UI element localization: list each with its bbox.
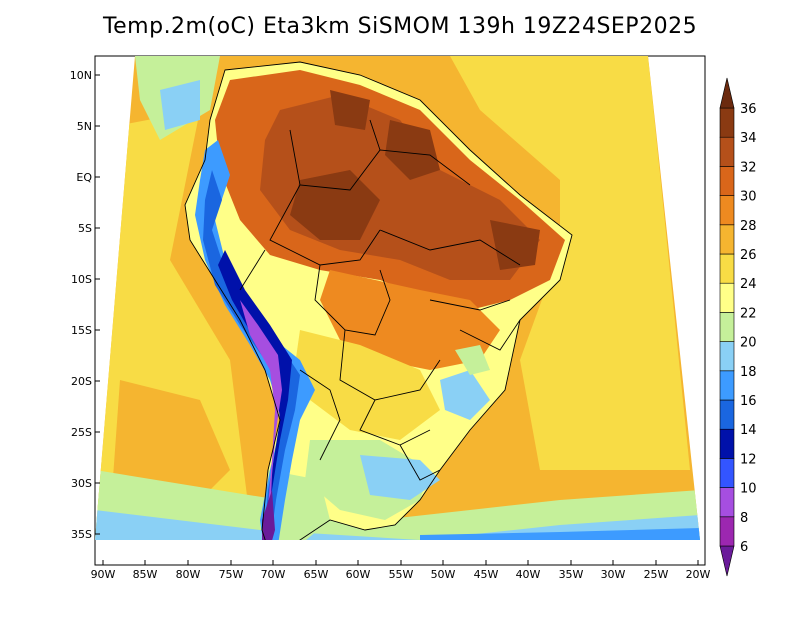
lat-tick-label: 30S [71, 477, 92, 490]
colorbar-label: 26 [740, 248, 757, 263]
map-title: Temp.2m(oC) Eta3km SiSMOM 139h 19Z24SEP2… [102, 14, 698, 39]
colorbar-swatch [719, 224, 735, 255]
colorbar-label: 32 [740, 160, 757, 175]
colorbar-label: 20 [740, 336, 757, 351]
colorbar-swatch [719, 253, 735, 284]
colorbar-swatch [719, 370, 735, 401]
lon-tick-label: 20W [686, 568, 711, 581]
colorbar-label: 36 [740, 102, 757, 117]
lon-tick-label: 25W [644, 568, 669, 581]
lon-tick-label: 75W [219, 568, 244, 581]
lat-tick-label: 10S [71, 273, 92, 286]
colorbar-label: 8 [740, 511, 748, 526]
lat-tick-label: EQ [76, 171, 92, 184]
lon-tick-label: 60W [346, 568, 371, 581]
lon-tick-label: 40W [516, 568, 541, 581]
colorbar: 6 8 10 12 14 16 18 20 22 24 26 28 30 32 34 36 [719, 77, 757, 577]
lon-tick-label: 65W [304, 568, 329, 581]
colorbar-max-triangle [719, 77, 735, 109]
colorbar-label: 18 [740, 365, 757, 380]
colorbar-label: 12 [740, 452, 757, 467]
lat-tick-label: 5N [77, 120, 92, 133]
lon-tick-label: 55W [389, 568, 414, 581]
colorbar-label: 28 [740, 219, 757, 234]
colorbar-label: 34 [740, 131, 757, 146]
lat-tick-label: 20S [71, 375, 92, 388]
lat-tick-label: 35S [71, 528, 92, 541]
colorbar-swatch [719, 399, 735, 430]
colorbar-swatch [719, 458, 735, 488]
lat-tick-label: 5S [78, 222, 92, 235]
colorbar-label: 6 [740, 540, 748, 555]
colorbar-label: 16 [740, 394, 757, 409]
colorbar-swatch [719, 312, 735, 342]
lon-tick-label: 30W [601, 568, 626, 581]
colorbar-min-triangle [719, 545, 735, 577]
colorbar-swatch [719, 428, 735, 459]
colorbar-swatch [719, 136, 735, 167]
lon-tick-label: 50W [431, 568, 456, 581]
colorbar-swatch [719, 107, 735, 138]
colorbar-label: 14 [740, 423, 757, 438]
colorbar-swatch [719, 195, 735, 226]
colorbar-label: 22 [740, 306, 757, 321]
colorbar-swatch [719, 487, 735, 518]
lon-tick-label: 80W [176, 568, 201, 581]
colorbar-label: 30 [740, 190, 757, 205]
colorbar-swatch [719, 166, 735, 196]
colorbar-swatch [719, 282, 735, 313]
longitude-axis: 90W 85W 80W 75W 70W 65W 60W 55W 50W 45W … [91, 560, 711, 581]
colorbar-swatch [719, 341, 735, 372]
lon-tick-label: 85W [133, 568, 158, 581]
lon-tick-label: 70W [261, 568, 286, 581]
lat-tick-label: 10N [70, 69, 92, 82]
temperature-field [95, 56, 700, 540]
country-borders [184, 61, 573, 540]
lon-tick-label: 45W [474, 568, 499, 581]
colorbar-label: 10 [740, 482, 757, 497]
latitude-axis: 10N 5N EQ 5S 10S 15S 20S 25S 30S 35S [70, 69, 100, 541]
colorbar-label: 24 [740, 277, 757, 292]
lat-tick-label: 15S [71, 324, 92, 337]
colorbar-swatch [719, 516, 735, 547]
lon-tick-label: 90W [91, 568, 116, 581]
lat-tick-label: 25S [71, 426, 92, 439]
lon-tick-label: 35W [559, 568, 584, 581]
